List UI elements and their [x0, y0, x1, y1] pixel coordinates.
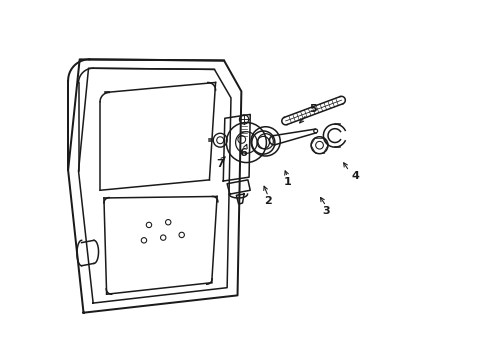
Text: 4: 4: [350, 171, 358, 181]
Text: 6: 6: [239, 148, 247, 158]
Text: 1: 1: [283, 177, 291, 187]
Text: 5: 5: [308, 104, 316, 114]
Text: 2: 2: [264, 196, 272, 206]
Text: 7: 7: [216, 159, 224, 170]
Text: 3: 3: [322, 206, 329, 216]
